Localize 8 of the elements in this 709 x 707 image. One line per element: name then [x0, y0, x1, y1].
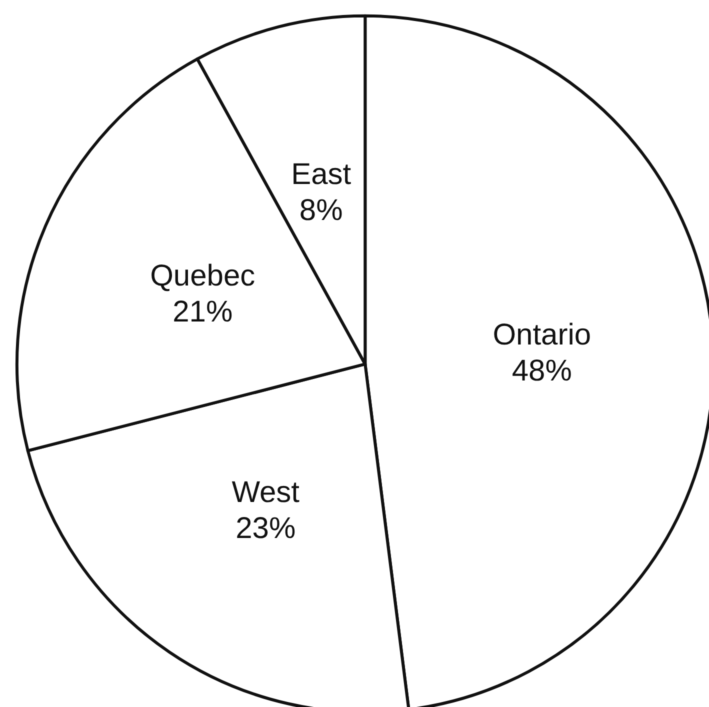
slice-label: Ontario [492, 318, 592, 352]
slice-label: Quebec [150, 259, 256, 292]
data-label: 48% [512, 354, 572, 388]
data-label: 23% [236, 512, 296, 546]
slice-label: West [232, 476, 300, 510]
slice-label: East [291, 158, 352, 192]
data-label: 8% [299, 194, 343, 228]
data-label: 21% [172, 295, 233, 328]
